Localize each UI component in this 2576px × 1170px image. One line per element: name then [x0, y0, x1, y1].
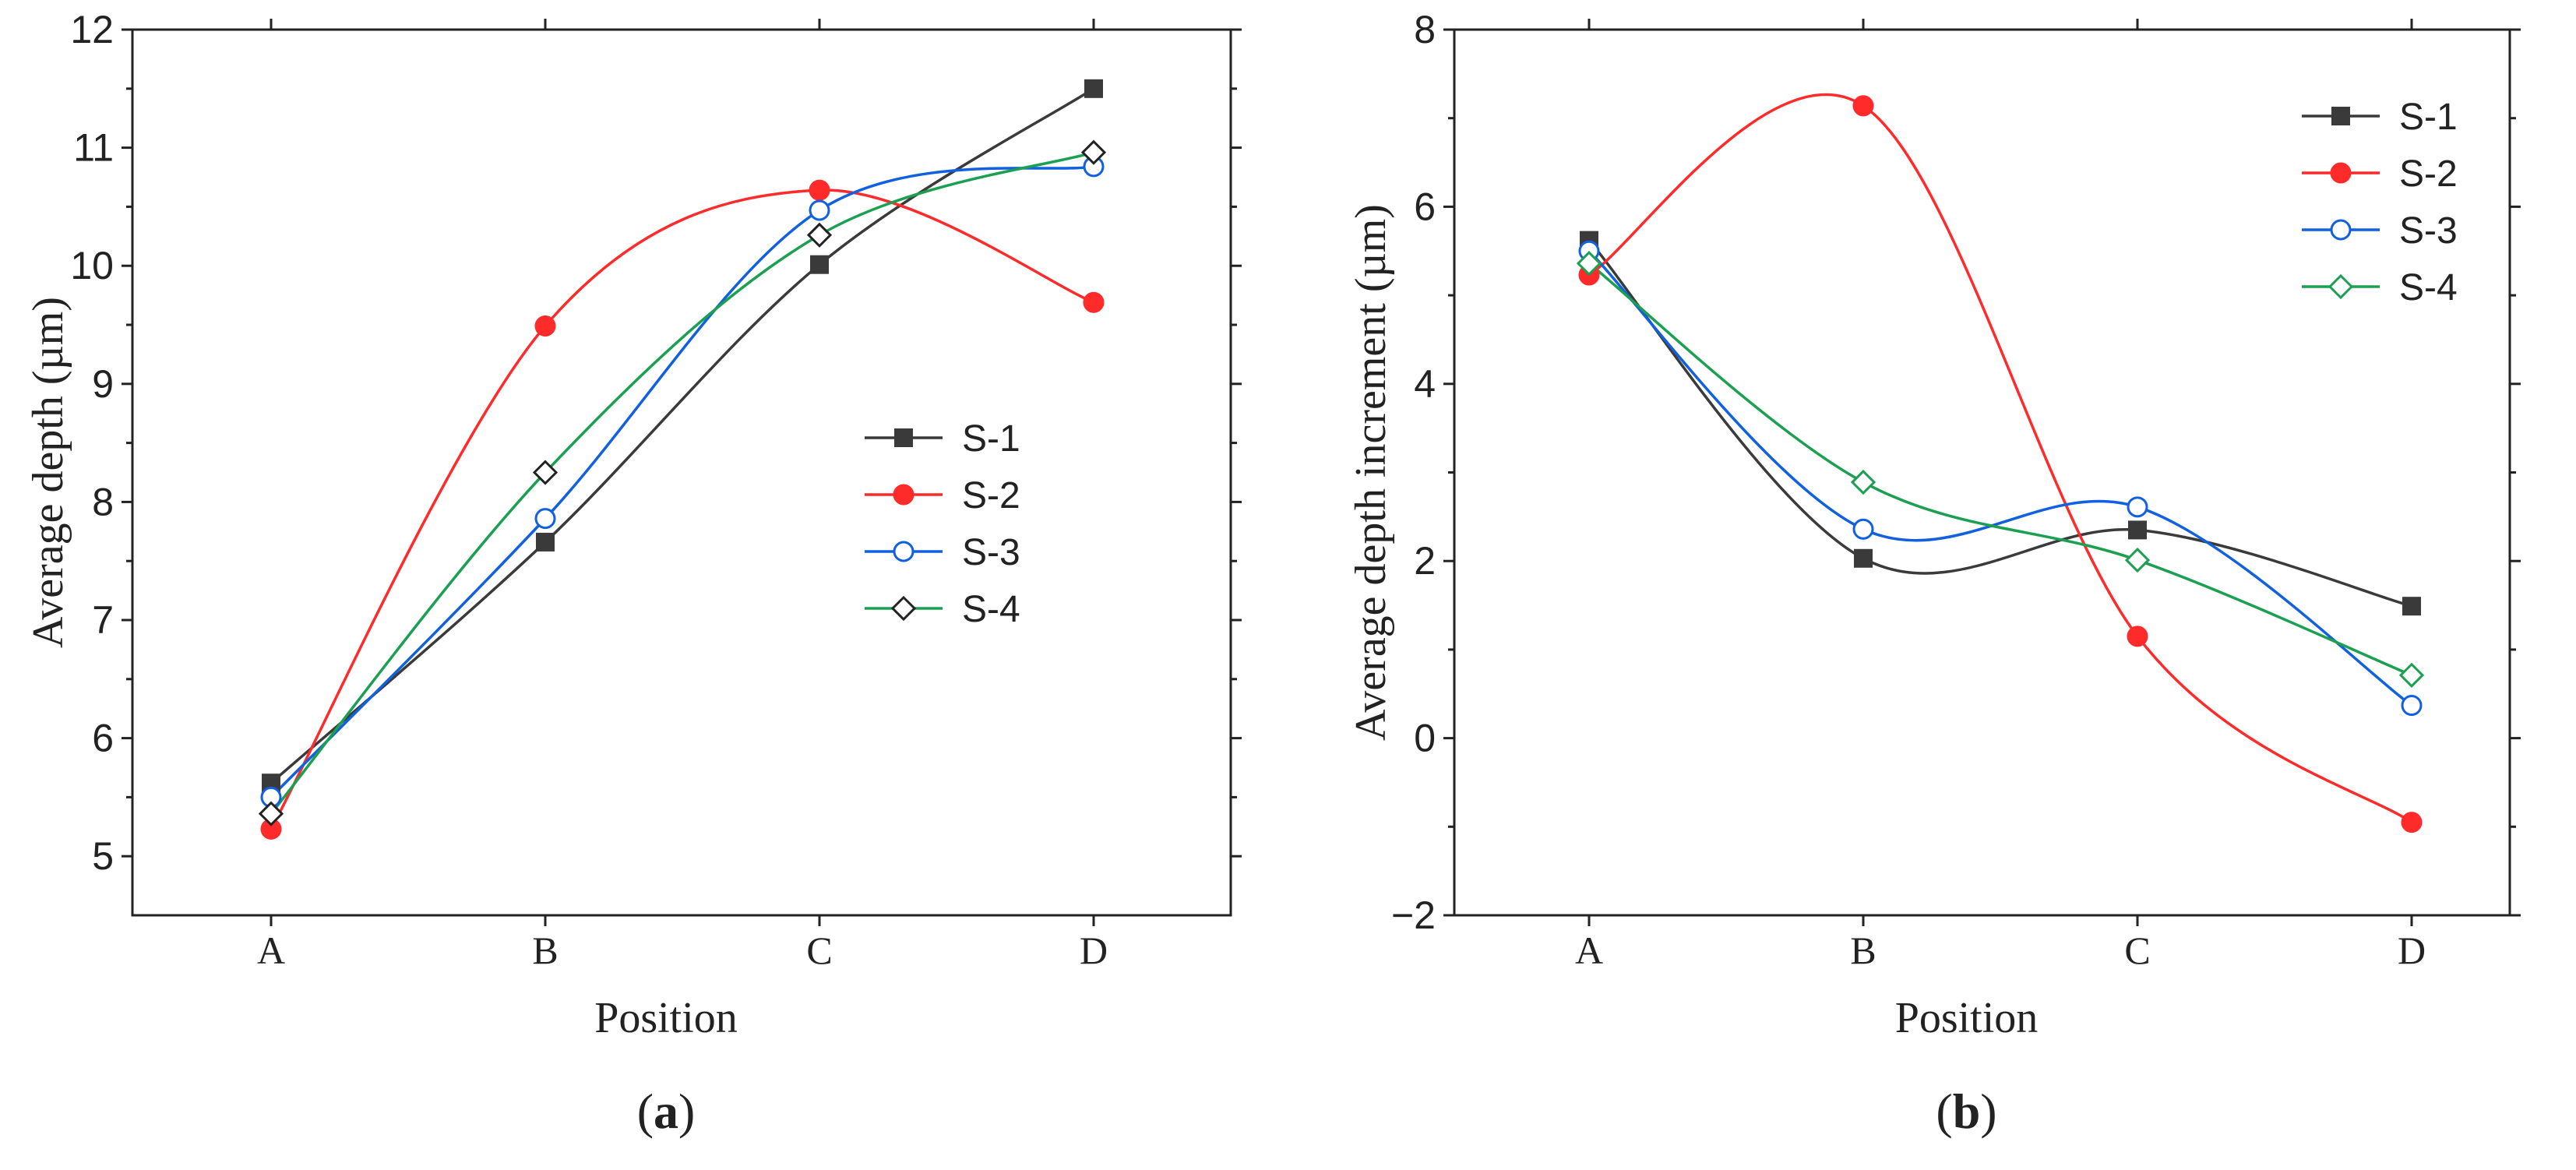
x-tick-label: C [2124, 929, 2150, 972]
chart-panel-b: −2 0 2 4 6 8 A B C D Position Average depth increme… [1347, 8, 2521, 1139]
legend-marker [894, 428, 913, 447]
legend-marker [893, 541, 914, 562]
series-line-s-1 [1588, 239, 2412, 608]
series-line-s-1 [270, 87, 1094, 784]
y-tick-label: 11 [73, 126, 114, 170]
data-point-s-3 [534, 508, 556, 530]
series-line-s-2 [1588, 93, 2412, 824]
series-line-s-4 [270, 150, 1094, 815]
data-point-s-4 [2398, 662, 2425, 688]
x-tick-label: D [2398, 929, 2426, 972]
panel-label: (b) [1936, 1084, 1996, 1139]
x-tick-label: B [532, 929, 558, 972]
panel-label-close: ) [1980, 1084, 1996, 1139]
data-point-s-3 [2401, 695, 2423, 717]
x-tick-label: C [806, 929, 832, 972]
data-point-s-2 [1083, 291, 1105, 313]
y-tick-label: 10 [70, 244, 114, 287]
y-tick-label: 8 [1414, 8, 1436, 51]
data-point-s-1 [2402, 597, 2421, 616]
x-axis-title: Position [594, 994, 738, 1042]
legend-marker [2328, 273, 2354, 300]
legend-label: S-3 [2399, 210, 2458, 252]
plot-frame [131, 28, 1232, 917]
panel-label: (a) [637, 1084, 696, 1139]
data-point-s-2 [809, 179, 830, 201]
y-tick-label: 8 [92, 480, 114, 523]
y-tick-label: 12 [70, 8, 114, 51]
legend: S-1 S-2 S-3 S-4 [865, 418, 1020, 630]
x-tick-label: B [1850, 929, 1876, 972]
data-point-s-3 [2127, 496, 2148, 518]
data-point-s-1 [1084, 79, 1103, 98]
data-point-s-1 [1854, 548, 1873, 568]
data-point-s-4 [1080, 139, 1107, 165]
y-tick-label: 7 [92, 598, 114, 642]
legend-label: S-2 [2399, 153, 2458, 195]
series-line-s-4 [1588, 262, 2412, 677]
data-point-s-4 [258, 801, 284, 826]
legend-label: S-3 [962, 532, 1020, 573]
data-point-s-2 [534, 315, 556, 337]
panel-label-letter: a [654, 1084, 678, 1139]
y-tick-label: 2 [1414, 539, 1436, 583]
legend-marker [893, 484, 914, 506]
y-tick-label: 6 [92, 717, 114, 760]
x-tick-label: A [1575, 929, 1603, 972]
x-tick-label: D [1080, 929, 1108, 972]
y-tick-label: 9 [92, 362, 114, 406]
plot-frame [1453, 28, 2511, 917]
legend-label: S-4 [2399, 267, 2458, 308]
data-point-s-1 [810, 255, 829, 274]
legend-label: S-1 [2399, 97, 2458, 138]
legend-marker [2330, 219, 2352, 241]
x-tick-label: A [257, 929, 285, 972]
y-axis-title: Average depth increment (µm) [1347, 204, 1395, 741]
legend-label: S-1 [962, 418, 1020, 460]
data-point-s-2 [2127, 626, 2148, 647]
data-point-s-4 [806, 222, 833, 248]
series-line-s-3 [1588, 250, 2413, 707]
legend: S-1 S-2 S-3 S-4 [2302, 97, 2458, 308]
panel-label-open: ( [637, 1084, 654, 1139]
legend-label: S-2 [962, 475, 1020, 516]
x-axis-title: Position [1895, 994, 2039, 1042]
panel-label-open: ( [1936, 1084, 1952, 1139]
data-point-s-4 [1576, 251, 1602, 277]
panel-label-letter: b [1953, 1084, 1981, 1139]
series-line-s-3 [270, 165, 1094, 798]
series-line-s-2 [270, 189, 1094, 830]
legend-marker [2331, 107, 2350, 125]
data-point-s-4 [532, 460, 559, 485]
data-point-s-1 [536, 532, 555, 552]
legend-marker [2330, 162, 2352, 184]
y-tick-label: 6 [1414, 185, 1436, 228]
panel-label-close: ) [678, 1084, 695, 1139]
data-point-s-4 [2124, 547, 2151, 573]
data-point-s-4 [1850, 469, 1876, 495]
y-tick-label: 5 [92, 834, 114, 878]
data-point-s-3 [1852, 518, 1874, 540]
legend-label: S-4 [962, 589, 1020, 630]
y-tick-label: −2 [1391, 893, 1436, 937]
y-axis-title: Average depth (µm) [24, 297, 72, 648]
data-point-s-1 [2128, 520, 2147, 540]
data-point-s-3 [809, 199, 830, 221]
legend-marker [890, 595, 917, 622]
y-tick-label: 4 [1414, 362, 1436, 406]
data-point-s-2 [2401, 812, 2423, 833]
y-tick-label: 0 [1414, 717, 1436, 760]
chart-panel-a: 5 6 7 8 9 10 11 12 A B C D Position Average depth (µm… [24, 8, 1242, 1139]
data-point-s-2 [1852, 95, 1874, 117]
